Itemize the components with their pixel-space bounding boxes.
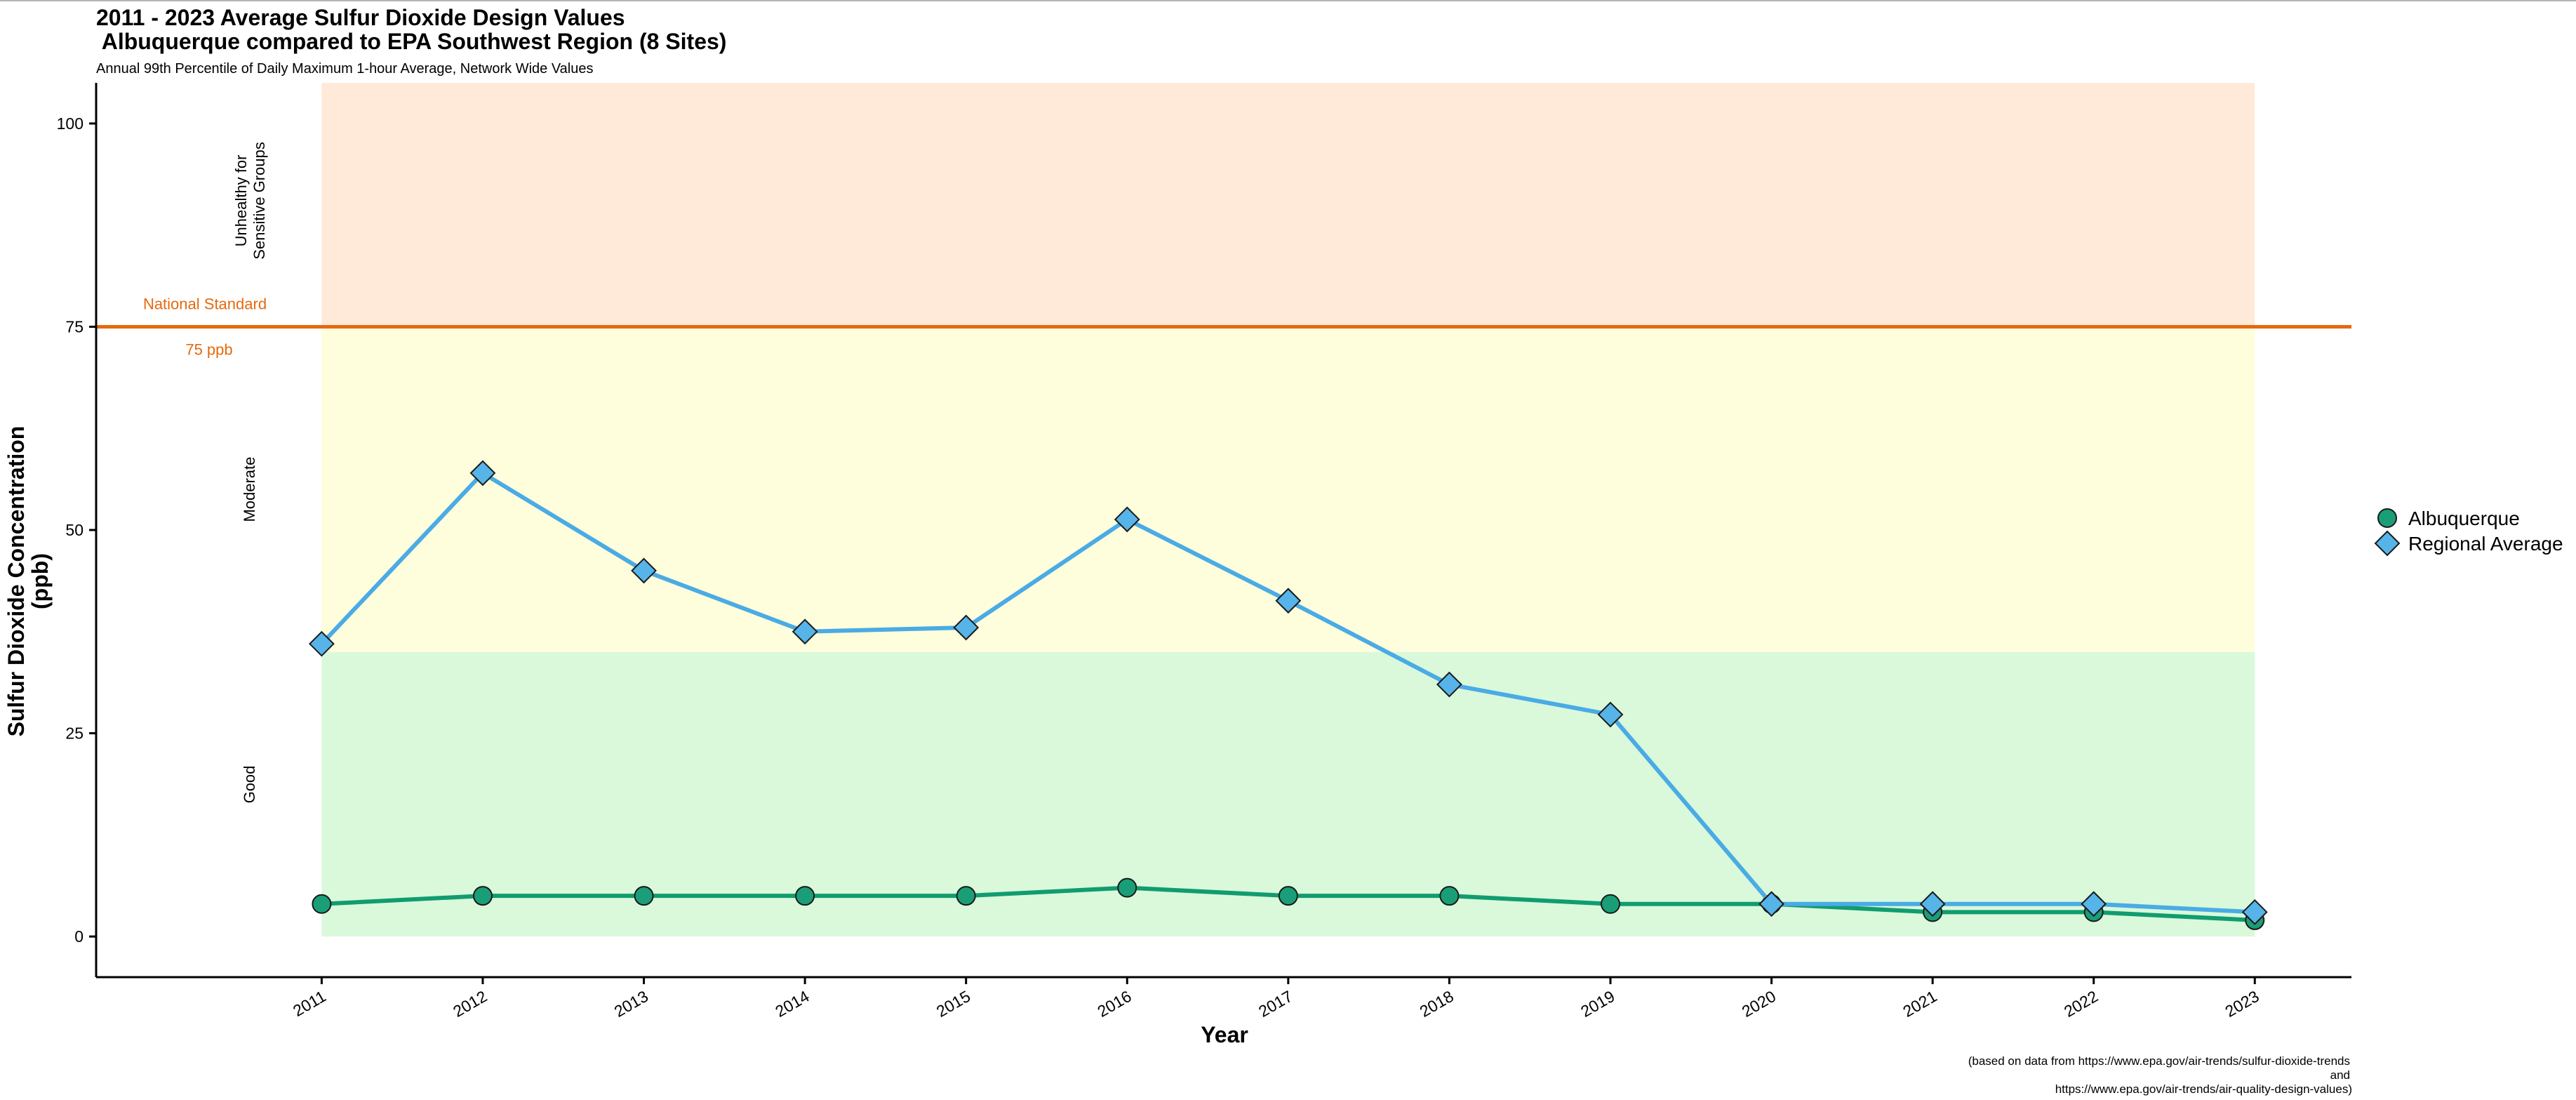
x-tick-label: 2023 <box>2222 987 2262 1021</box>
legend-marker-albuquerque <box>2377 508 2397 528</box>
data-point-albuquerque <box>956 886 976 906</box>
data-point-regional-average <box>1919 891 1946 917</box>
y-tick-label: 0 <box>74 927 84 946</box>
y-tick-label: 50 <box>65 521 84 539</box>
data-point-regional-average <box>1436 671 1462 698</box>
x-tick-label: 2021 <box>1900 987 1940 1021</box>
data-point-albuquerque <box>1439 886 1460 906</box>
data-point-albuquerque <box>472 886 493 906</box>
series-regional-average <box>308 460 2268 925</box>
top-border-rule <box>0 0 2576 1</box>
band-label-moderate: Moderate <box>241 457 258 522</box>
band-unhealthy-sensitive <box>321 83 2255 327</box>
national-standard-value-label: 75 ppb <box>185 340 232 358</box>
data-point-regional-average <box>2081 891 2107 917</box>
x-tick-label: 2018 <box>1417 987 1457 1021</box>
data-point-albuquerque <box>795 886 815 906</box>
x-tick-label: 2016 <box>1094 987 1134 1021</box>
data-point-regional-average <box>953 614 980 641</box>
legend-label-albuquerque: Albuquerque <box>2408 508 2520 529</box>
x-tick-label: 2011 <box>290 987 329 1020</box>
y-tick-label: 25 <box>65 724 84 743</box>
x-axis-title: Year <box>1201 1022 1248 1047</box>
x-tick-label: 2020 <box>1739 987 1779 1021</box>
x-tick-label: 2014 <box>772 987 812 1021</box>
aqi-band-labels: Good Moderate Unhealthy for Sensitive Group… <box>232 142 268 803</box>
data-point-regional-average <box>1759 891 1784 917</box>
data-point-regional-average <box>1597 701 1624 728</box>
x-tick-label: 2022 <box>2061 987 2101 1021</box>
x-tick-label: 2012 <box>450 987 490 1021</box>
data-point-regional-average <box>631 557 657 584</box>
band-label-unhealthy-line-1: Unhealthy for <box>232 155 250 247</box>
data-point-albuquerque <box>312 894 332 914</box>
chart-title-line-2: Albuquerque compared to EPA Southwest Re… <box>96 29 726 54</box>
national-standard: National Standard 75 ppb <box>96 295 2351 358</box>
y-tick-label: 100 <box>57 114 84 133</box>
x-tick-label: 2019 <box>1577 987 1617 1021</box>
data-point-regional-average <box>2241 899 2268 925</box>
x-tick-label: 2013 <box>611 987 651 1021</box>
chart-subtitle: Annual 99th Percentile of Daily Maximum … <box>96 61 594 77</box>
data-point-regional-average <box>792 618 818 645</box>
legend-marker-regional-average <box>2374 530 2401 557</box>
caption-line-1: (based on data from https://www.epa.gov/… <box>1968 1054 2350 1068</box>
band-label-unhealthy-line-2: Sensitive Groups <box>251 142 268 260</box>
data-point-regional-average <box>469 460 496 486</box>
data-series <box>308 460 2268 930</box>
chart-title-line-1: 2011 - 2023 Average Sulfur Dioxide Desig… <box>96 5 625 30</box>
caption-line-2: and <box>2330 1068 2350 1082</box>
data-point-albuquerque <box>1117 877 1137 898</box>
y-tick-label: 75 <box>65 317 84 336</box>
data-point-regional-average <box>1114 506 1140 533</box>
legend: Albuquerque Regional Average <box>2374 508 2563 557</box>
x-tick-label: 2015 <box>933 987 973 1021</box>
y-axis-title-line-2: (ppb) <box>27 553 53 609</box>
data-point-albuquerque <box>1600 894 1620 914</box>
x-tick-label: 2017 <box>1255 987 1295 1021</box>
data-point-albuquerque <box>1278 886 1298 906</box>
data-point-albuquerque <box>634 886 654 906</box>
national-standard-label: National Standard <box>143 295 267 312</box>
data-point-regional-average <box>308 630 335 657</box>
y-axis-title-line-1: Sulfur Dioxide Concentration <box>4 426 29 737</box>
caption-line-3: https://www.epa.gov/air-trends/air-quali… <box>2055 1082 2352 1096</box>
band-label-good: Good <box>241 766 258 804</box>
data-point-regional-average <box>1275 588 1302 614</box>
legend-label-regional-average: Regional Average <box>2408 533 2563 555</box>
aqi-bands <box>321 83 2255 937</box>
